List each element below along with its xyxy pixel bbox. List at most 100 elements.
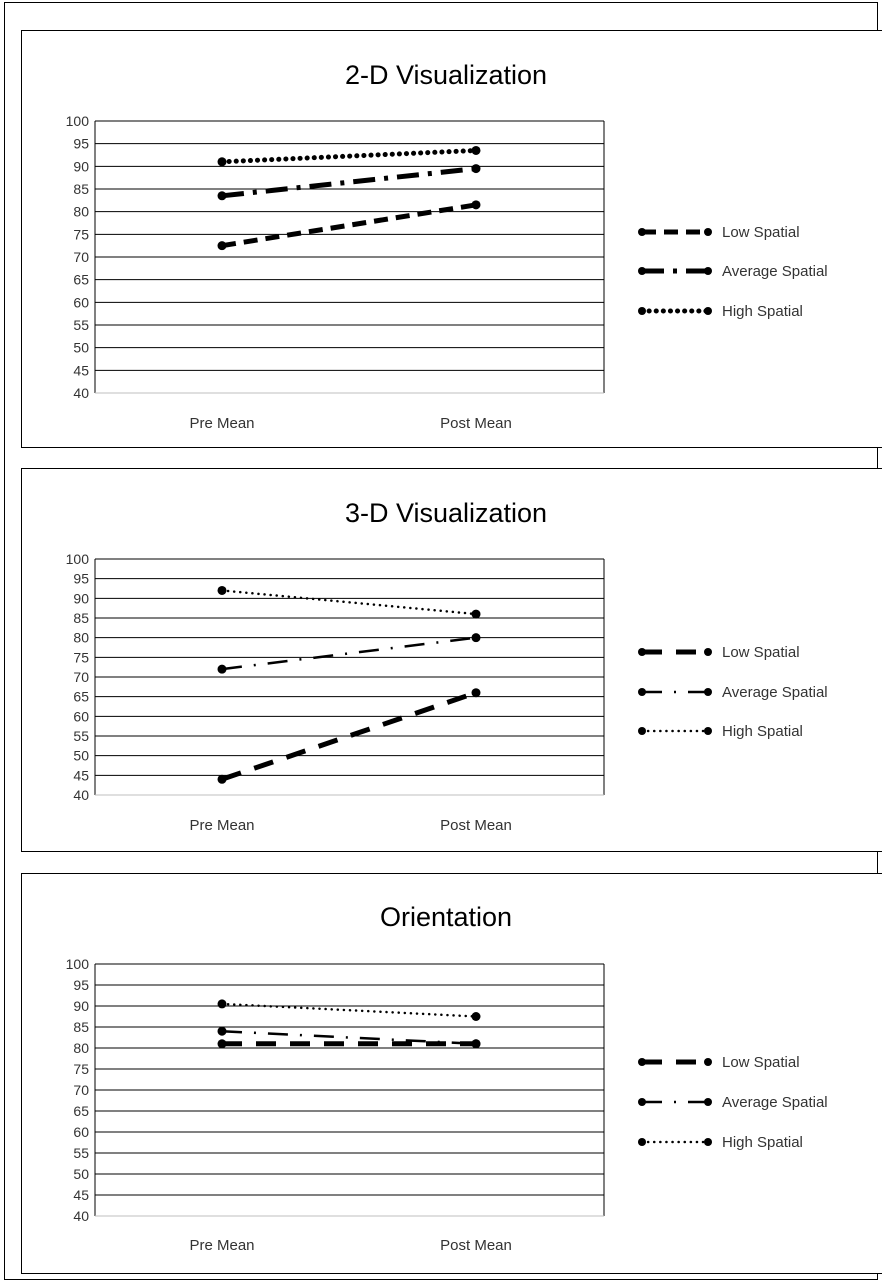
legend-label: High Spatial: [722, 1134, 803, 1151]
legend-item-average-spatial: Average Spatial: [638, 684, 828, 701]
y-tick-label: 70: [73, 1082, 89, 1098]
y-tick-label: 40: [73, 385, 89, 401]
series-line: [219, 147, 479, 165]
legend-item-low-spatial: Low Spatial: [638, 644, 800, 661]
data-point: [217, 664, 227, 674]
chart-title: Orientation: [380, 902, 512, 932]
y-tick-label: 100: [66, 551, 90, 567]
y-tick-label: 55: [73, 728, 89, 744]
data-point: [217, 585, 227, 595]
legend-label: Average Spatial: [722, 263, 828, 280]
legend-label: Average Spatial: [722, 1094, 828, 1111]
legend-item-high-spatial: High Spatial: [638, 303, 803, 320]
data-point: [217, 1026, 227, 1036]
y-tick-label: 75: [73, 226, 89, 242]
y-tick-label: 45: [73, 362, 89, 378]
series-line: [221, 166, 477, 199]
y-tick-label: 60: [73, 294, 89, 310]
y-tick-label: 50: [73, 748, 89, 764]
chart-panel-3d-visualization: 3-D Visualization 40 45 50 55 60 65 70 75 80 85 90 9…: [21, 468, 882, 852]
series-low-spatial: [217, 688, 481, 784]
legend-marker-icon: [704, 1098, 712, 1106]
chart-title: 3-D Visualization: [345, 498, 547, 528]
y-tick-label: 90: [73, 998, 89, 1014]
legend-marker-icon: [704, 228, 712, 236]
figure-frame: 2-D Visualization 40 45 50 55 60 65 70 75 80 85 90 9…: [4, 2, 882, 1280]
y-tick-label: 75: [73, 1061, 89, 1077]
series-high-spatial: [217, 145, 481, 167]
y-tick-label: 85: [73, 181, 89, 197]
y-tick-label: 65: [73, 1103, 89, 1119]
x-tick-label: Post Mean: [440, 415, 512, 432]
y-tick-label: 100: [66, 113, 90, 129]
y-tick-label: 40: [73, 1208, 89, 1224]
data-point: [217, 999, 227, 1009]
legend-item-high-spatial: High Spatial: [638, 1134, 803, 1151]
y-tick-label: 100: [66, 956, 90, 972]
series-line: [220, 1002, 478, 1018]
y-tick-label: 55: [73, 317, 89, 333]
legend-marker-icon: [638, 648, 646, 656]
legend-marker-icon: [704, 267, 712, 275]
y-tick-label: 60: [73, 1124, 89, 1140]
legend-item-low-spatial: Low Spatial: [638, 1054, 800, 1071]
legend-marker-icon: [638, 688, 646, 696]
chart-orientation: Orientation 40 45 50 55 60 65 70 75 80 85 90 95 100 Pr…: [66, 902, 828, 1254]
legend-marker-icon: [704, 1058, 712, 1066]
series-line: [221, 690, 477, 782]
legend-marker-icon: [704, 688, 712, 696]
y-tick-label: 60: [73, 708, 89, 724]
legend-label: Low Spatial: [722, 224, 800, 241]
data-point: [471, 200, 481, 210]
x-tick-label: Pre Mean: [189, 415, 254, 432]
chart-title: 2-D Visualization: [345, 60, 547, 90]
legend-label: Low Spatial: [722, 644, 800, 661]
y-tick-label: 55: [73, 1145, 89, 1161]
data-point: [217, 774, 227, 784]
data-point: [217, 1039, 227, 1049]
chart-panel-2d-visualization: 2-D Visualization 40 45 50 55 60 65 70 75 80 85 90 9…: [21, 30, 882, 448]
y-tick-label: 80: [73, 204, 89, 220]
data-point: [217, 241, 227, 251]
chart-panel-orientation: Orientation 40 45 50 55 60 65 70 75 80 85 90 95 100 Pr…: [21, 873, 882, 1274]
legend-marker-icon: [704, 1138, 712, 1146]
y-tick-label: 50: [73, 1166, 89, 1182]
y-tick-label: 45: [73, 1187, 89, 1203]
legend-marker-icon: [638, 267, 646, 275]
legend-marker-icon: [638, 1058, 646, 1066]
y-tick-label: 40: [73, 787, 89, 803]
y-tick-label: 65: [73, 689, 89, 705]
y-tick-label: 50: [73, 340, 89, 356]
y-tick-label: 65: [73, 272, 89, 288]
y-tick-label: 75: [73, 649, 89, 665]
series-average-spatial: [217, 1026, 481, 1049]
x-tick-label: Pre Mean: [189, 1237, 254, 1254]
data-point: [471, 1012, 481, 1021]
x-tick-label: Post Mean: [440, 1237, 512, 1254]
legend-marker-icon: [638, 1098, 646, 1106]
legend-item-low-spatial: Low Spatial: [638, 224, 800, 241]
series-average-spatial: [217, 164, 481, 201]
legend-marker-icon: [704, 307, 712, 315]
series-high-spatial: [217, 585, 481, 619]
legend-label: High Spatial: [722, 723, 803, 740]
y-tick-label: 80: [73, 1040, 89, 1056]
data-point: [471, 633, 481, 643]
data-point: [471, 1039, 481, 1049]
legend-marker-icon: [704, 727, 712, 735]
y-tick-label: 85: [73, 610, 89, 626]
series-low-spatial: [217, 1039, 481, 1049]
series-average-spatial: [217, 633, 481, 674]
y-tick-label: 95: [73, 136, 89, 152]
series-line: [220, 589, 478, 616]
series-line: [221, 636, 477, 671]
series-low-spatial: [217, 200, 481, 251]
legend-label: Low Spatial: [722, 1054, 800, 1071]
y-tick-label: 45: [73, 767, 89, 783]
legend-marker-icon: [704, 648, 712, 656]
y-tick-label: 95: [73, 571, 89, 587]
data-point: [217, 191, 227, 201]
y-tick-label: 80: [73, 630, 89, 646]
series-high-spatial: [217, 999, 481, 1021]
legend-item-average-spatial: Average Spatial: [638, 1094, 828, 1111]
